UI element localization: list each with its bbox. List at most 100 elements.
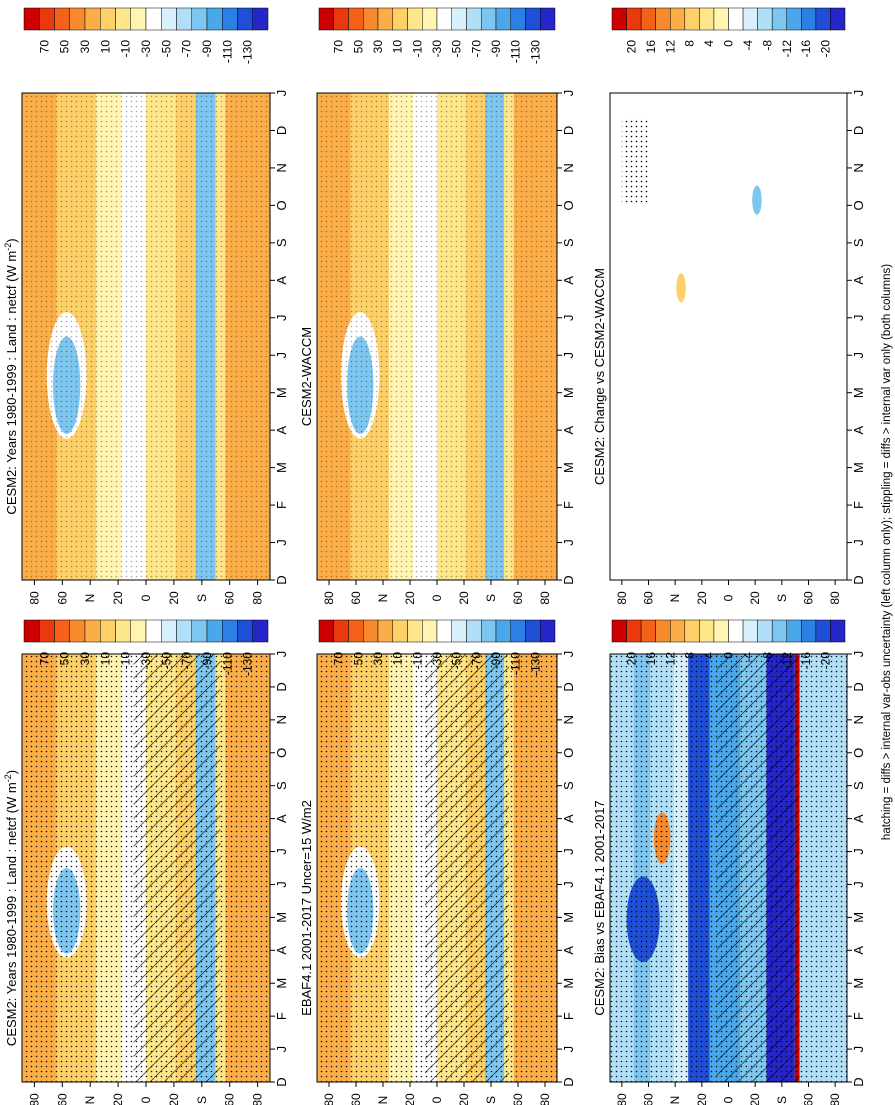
colorbar-label: -10	[119, 40, 133, 58]
month-label: F	[274, 501, 289, 509]
colorbar-box	[786, 7, 802, 31]
colorbar-label: -4	[741, 652, 755, 663]
colorbar-box	[728, 7, 744, 31]
month-label: A	[851, 814, 866, 823]
colorbar-label: -30	[430, 652, 444, 670]
lat-label: 0	[139, 594, 153, 601]
colorbar-box	[422, 619, 438, 643]
month-label: O	[561, 200, 576, 210]
colorbar-box	[540, 7, 556, 31]
colorbar-box	[100, 7, 116, 31]
colorbar-label: 50	[58, 40, 72, 54]
month-label: J	[274, 881, 289, 888]
colorbar-box	[786, 619, 802, 643]
lat-label: N	[376, 1096, 390, 1105]
colorbar-box	[495, 7, 511, 31]
colorbar-box	[130, 619, 147, 643]
colorbar-box	[23, 619, 40, 643]
colorbar-box	[392, 619, 408, 643]
month-label: D	[561, 575, 576, 584]
month-label: J	[851, 848, 866, 855]
month-label: O	[274, 748, 289, 758]
colorbar: 20 16 12 8 4 0 -4 -8 -12 -16 -20	[611, 7, 846, 58]
colorbar-box	[525, 7, 541, 31]
colorbar-label: 0	[722, 40, 736, 47]
lat-label: 20	[111, 591, 125, 605]
colorbar-box	[510, 619, 526, 643]
month-label: J	[851, 315, 866, 322]
colorbar-box	[407, 7, 423, 31]
panel-p3: D J F M A M J J A S O N D J 80 60 N 20 0 20 S 60 80 EBAF4.1 200…	[299, 619, 576, 1105]
colorbar-box	[757, 7, 773, 31]
colorbar-label: -70	[180, 652, 194, 670]
colorbar-label: 12	[663, 652, 677, 666]
colorbar-box	[363, 619, 379, 643]
stippling	[22, 93, 270, 580]
month-label: J	[851, 1046, 866, 1053]
colorbar-label: 16	[644, 652, 658, 666]
colorbar-label: -50	[450, 40, 464, 58]
month-label: M	[851, 978, 866, 989]
colorbar-box	[451, 7, 467, 31]
colorbar-label: -90	[200, 40, 214, 58]
month-label: F	[561, 501, 576, 509]
colorbar-box	[23, 7, 40, 31]
month-label: J	[851, 90, 866, 97]
month-label: A	[851, 425, 866, 434]
lat-label: 80	[27, 591, 41, 605]
colorbar-label: 4	[702, 652, 716, 659]
colorbar-label: -8	[760, 40, 774, 51]
lat-label: 0	[139, 1096, 153, 1103]
month-label: J	[561, 848, 576, 855]
panel-title: CESM2: Years 1980-1999 : Land : netcf (W…	[3, 238, 19, 514]
colorbar-box	[176, 619, 192, 643]
colorbar-box	[54, 619, 70, 643]
colorbar-label: -130	[528, 652, 542, 676]
month-label: J	[274, 315, 289, 322]
colorbar-label: -10	[119, 652, 133, 670]
colorbar-box	[510, 7, 526, 31]
panel-title: CESM2: Change vs CESM2-WACCM	[592, 268, 607, 485]
month-label: J	[561, 651, 576, 658]
colorbar-box	[640, 619, 656, 643]
month-label: M	[851, 912, 866, 923]
colorbar-box	[222, 619, 238, 643]
lat-label: N	[376, 594, 390, 603]
colorbar-box	[801, 619, 817, 643]
lat-label: 60	[642, 591, 656, 605]
colorbar-box	[801, 7, 817, 31]
lat-label: S	[775, 1096, 789, 1104]
colorbar-label: 20	[624, 40, 638, 54]
colorbar: 70 50 30 10 -10 -30 -50 -70 -90 -110 -130	[318, 619, 556, 676]
colorbar-label: 8	[683, 40, 697, 47]
title-exponent: -2	[3, 774, 13, 782]
month-label: D	[851, 126, 866, 135]
colorbar-label: -10	[410, 40, 424, 58]
month-label: A	[851, 276, 866, 285]
lat-label: 20	[403, 1093, 417, 1105]
month-label: M	[851, 387, 866, 398]
colorbar-box	[377, 619, 393, 643]
lat-label: S	[484, 594, 498, 602]
colorbar-box	[815, 7, 831, 31]
title-end: )	[4, 770, 19, 774]
month-label: O	[561, 748, 576, 758]
lat-label: 80	[828, 591, 842, 605]
colorbar-box	[728, 619, 744, 643]
colorbar-box	[115, 619, 131, 643]
colorbar-label: 30	[78, 40, 92, 54]
colorbar-label: -12	[780, 40, 794, 58]
month-label: J	[274, 90, 289, 97]
colorbar-box	[39, 619, 55, 643]
colorbar-label: 10	[98, 652, 112, 666]
lat-label: 20	[457, 1093, 471, 1105]
colorbar-box	[540, 619, 556, 643]
colorbar-box	[348, 619, 364, 643]
lat-label: 80	[322, 591, 336, 605]
colorbar-box	[54, 7, 70, 31]
lat-label: 60	[801, 591, 815, 605]
month-label: O	[851, 748, 866, 758]
lat-label: 60	[55, 591, 69, 605]
colorbar: 70 50 30 10 -10 -30 -50 -70 -90 -110 -130	[23, 619, 269, 676]
lat-label: 0	[722, 594, 736, 601]
